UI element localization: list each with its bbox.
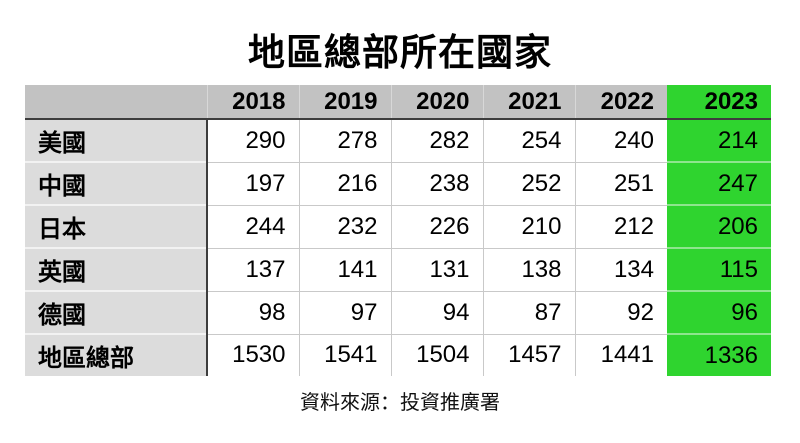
header-cell-2018: 2018 xyxy=(206,85,299,120)
value-cell: 87 xyxy=(482,290,575,334)
header-cell-2020: 2020 xyxy=(390,85,483,120)
value-cell: 1441 xyxy=(574,333,667,376)
value-cell: 290 xyxy=(207,119,299,162)
header-cell-2023-highlighted: 2023 xyxy=(667,85,771,120)
value-cell: 98 xyxy=(207,290,299,334)
value-cell: 1457 xyxy=(482,333,575,376)
header-cell-2021: 2021 xyxy=(482,85,575,120)
table-row-germany: 德國 98 97 94 87 92 96 xyxy=(25,290,771,334)
row-label: 德國 xyxy=(25,290,208,334)
value-cell: 278 xyxy=(298,119,391,162)
value-cell: 240 xyxy=(574,119,667,162)
value-cell: 251 xyxy=(574,161,667,205)
value-cell: 244 xyxy=(207,204,299,248)
value-cell: 141 xyxy=(298,247,391,291)
corner-cell xyxy=(25,85,207,120)
header-cell-2022: 2022 xyxy=(574,85,667,120)
table-row-uk: 英國 137 141 131 138 134 115 xyxy=(25,247,771,291)
value-cell: 1541 xyxy=(298,333,391,376)
value-cell-highlighted: 1336 xyxy=(667,333,771,376)
value-cell-highlighted: 214 xyxy=(667,119,771,162)
value-cell: 252 xyxy=(482,161,575,205)
value-cell: 1504 xyxy=(390,333,483,376)
value-cell: 97 xyxy=(298,290,391,334)
value-cell-highlighted: 247 xyxy=(667,161,771,205)
table-row-total: 地區總部 1530 1541 1504 1457 1441 1336 xyxy=(25,333,771,376)
value-cell: 226 xyxy=(390,204,483,248)
value-cell: 137 xyxy=(207,247,299,291)
row-label: 地區總部 xyxy=(25,333,208,376)
row-label: 中國 xyxy=(25,161,208,205)
header-cell-2019: 2019 xyxy=(298,85,391,120)
value-cell: 238 xyxy=(390,161,483,205)
regional-hq-table: 2018 2019 2020 2021 2022 2023 美國 290 278… xyxy=(25,85,771,376)
table-row-japan: 日本 244 232 226 210 212 206 xyxy=(25,204,771,248)
page-title: 地區總部所在國家 xyxy=(248,32,552,73)
value-cell: 232 xyxy=(298,204,391,248)
row-label: 英國 xyxy=(25,247,208,291)
header-row: 2018 2019 2020 2021 2022 2023 xyxy=(25,85,771,120)
source-note: 資料來源：投資推廣署 xyxy=(300,392,500,414)
value-cell-highlighted: 115 xyxy=(667,247,771,291)
value-cell: 216 xyxy=(298,161,391,205)
value-cell: 1530 xyxy=(207,333,299,376)
value-cell: 134 xyxy=(574,247,667,291)
table-row-usa: 美國 290 278 282 254 240 214 xyxy=(25,119,771,162)
value-cell: 282 xyxy=(390,119,483,162)
row-label: 美國 xyxy=(25,119,208,162)
value-cell: 197 xyxy=(207,161,299,205)
value-cell: 138 xyxy=(482,247,575,291)
value-cell: 212 xyxy=(574,204,667,248)
value-cell: 210 xyxy=(482,204,575,248)
value-cell: 92 xyxy=(574,290,667,334)
value-cell-highlighted: 96 xyxy=(667,290,771,334)
value-cell-highlighted: 206 xyxy=(667,204,771,248)
table-row-china: 中國 197 216 238 252 251 247 xyxy=(25,161,771,205)
row-label: 日本 xyxy=(25,204,208,248)
value-cell: 131 xyxy=(390,247,483,291)
value-cell: 254 xyxy=(482,119,575,162)
value-cell: 94 xyxy=(390,290,483,334)
